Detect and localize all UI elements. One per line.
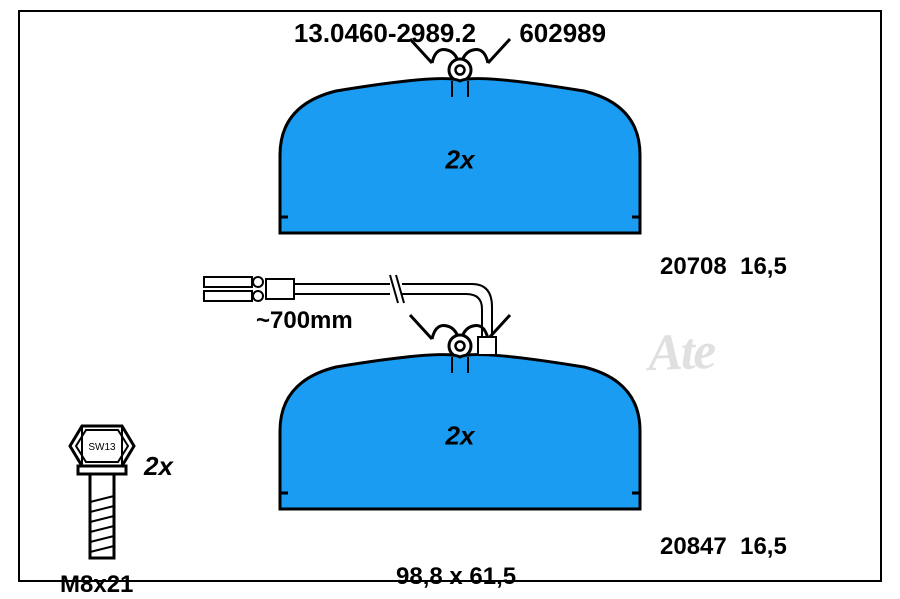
pad-bottom-code: 20847 16,5 (660, 533, 787, 561)
bolt-qty: 2x (144, 451, 173, 482)
pad-top-qty: 2x (446, 145, 475, 176)
bolt-icon: SW13 (62, 415, 142, 575)
diagram-content: 2x 2x (20, 55, 880, 575)
wear-sensor-wire-icon (200, 251, 660, 361)
pad-dimensions: 98,8 x 61,5 (396, 563, 516, 591)
pad-bottom-qty: 2x (446, 421, 475, 452)
brake-pad-bottom: 2x (276, 353, 644, 513)
bolt-wrench-label: SW13 (88, 442, 116, 453)
wire-length-label: ~700mm (256, 307, 353, 335)
diagram-frame: 13.0460-2989.2 602989 2x (18, 10, 882, 582)
brand-watermark: Ate (647, 322, 715, 383)
pad-top-code-num: 20708 (660, 253, 727, 280)
pad-bottom-code-num: 20847 (660, 533, 727, 560)
pad-top-code: 20708 16,5 (660, 253, 787, 281)
brake-pad-top: 2x (276, 77, 644, 237)
pad-bottom-thickness: 16,5 (740, 533, 787, 560)
pad-top-thickness: 16,5 (740, 253, 787, 280)
catalog-number: 602989 (519, 18, 606, 48)
